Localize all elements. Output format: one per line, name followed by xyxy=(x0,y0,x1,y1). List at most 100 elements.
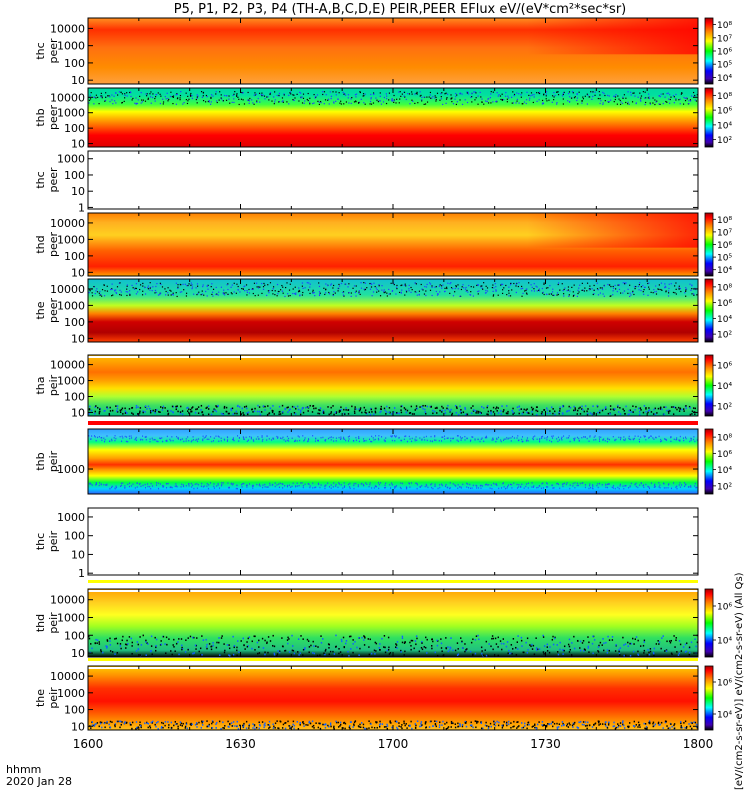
colorbar xyxy=(704,354,714,417)
panel-label: thd xyxy=(34,235,47,253)
colorbar-tick-label: 10⁴ xyxy=(717,637,732,647)
colorbar-tick-label: 10⁷ xyxy=(717,228,732,238)
panel-label: thb xyxy=(34,108,47,126)
y-tick-label: 1000 xyxy=(57,299,85,312)
panel-label: tha xyxy=(34,376,47,394)
panel-label: peir xyxy=(47,450,60,472)
y-tick-label: 10000 xyxy=(50,283,85,296)
y-tick-label: 100 xyxy=(64,122,85,135)
panel-label: peer xyxy=(47,167,60,193)
x-tick-label: 1700 xyxy=(378,737,409,751)
panel-3: 1 10 100 1000 thc peer xyxy=(34,150,699,214)
colorbar-tick-label: 10⁷ xyxy=(717,34,732,44)
panel-label: peir xyxy=(47,612,60,634)
panel-label: thc xyxy=(34,42,47,59)
y-tick-label: 1000 xyxy=(57,687,85,700)
panel-label: the xyxy=(34,301,47,319)
y-tick-label: 10 xyxy=(71,720,85,733)
y-tick-label: 1000 xyxy=(57,511,85,524)
panel-label: thd xyxy=(34,614,47,632)
colorbar-tick-label: 10⁸ xyxy=(717,21,732,31)
spectrogram-image xyxy=(88,279,698,342)
x-tick-label: 1600 xyxy=(73,737,104,751)
y-tick-label: 1000 xyxy=(57,611,85,624)
colorbar xyxy=(704,212,714,277)
panel-label: peer xyxy=(47,298,60,324)
y-tick-label: 100 xyxy=(64,704,85,717)
saturation-strip xyxy=(88,580,698,583)
colorbar-tick-label: 10⁴ xyxy=(717,266,732,276)
colorbar-tick-label: 10⁶ xyxy=(717,450,732,460)
colorbar-label: [eV/(cm2-s-sr-eV)] eV/(cm2-s-sr-eV) (All… xyxy=(734,572,745,790)
y-tick-label: 1 xyxy=(78,201,85,214)
spectrogram-image xyxy=(88,666,698,730)
y-tick-label: 100 xyxy=(64,57,85,70)
y-tick-label: 1000 xyxy=(57,233,85,246)
panel-label: peir xyxy=(47,374,60,396)
spectrogram-image xyxy=(88,589,698,657)
colorbar xyxy=(704,665,714,731)
panel-label: thb xyxy=(34,452,47,470)
y-tick-label: 10 xyxy=(71,138,85,151)
panel-frame xyxy=(87,507,699,576)
colorbar-tick-label: 10² xyxy=(717,402,732,412)
x-axis-label: hhmm xyxy=(6,763,41,776)
colorbar-tick-label: 10⁶ xyxy=(717,299,732,309)
colorbar xyxy=(704,17,714,85)
panel-label: the xyxy=(34,689,47,707)
y-tick-label: 10 xyxy=(71,266,85,279)
panel-8: 1 10 100 1000 thc peir xyxy=(34,507,699,580)
colorbar-tick-label: 10² xyxy=(717,482,732,492)
y-tick-label: 1000 xyxy=(57,153,85,166)
colorbar-tick-label: 10⁶ xyxy=(717,107,732,117)
y-tick-label: 1000 xyxy=(57,40,85,53)
panel-7: 10² 10⁴ 10⁶ 10⁸ 1000 thb peir xyxy=(34,421,732,495)
figure-title: P5, P1, P2, P3, P4 (TH-A,B,C,D,E) PEIR,P… xyxy=(174,2,627,17)
panel-label: peir xyxy=(47,530,60,552)
y-tick-label: 10000 xyxy=(50,359,85,372)
colorbar-tick-label: 10⁶ xyxy=(717,679,732,689)
panel-label: thc xyxy=(34,533,47,550)
y-tick-label: 1 xyxy=(78,567,85,580)
y-tick-label: 100 xyxy=(64,169,85,182)
y-tick-label: 10 xyxy=(71,548,85,561)
colorbar-tick-label: 10² xyxy=(717,331,732,341)
panel-label: peer xyxy=(47,105,60,131)
saturation-strip xyxy=(88,658,698,661)
y-tick-label: 1000 xyxy=(57,375,85,388)
colorbar-tick-label: 10⁵ xyxy=(717,61,732,71)
colorbar xyxy=(704,428,714,495)
saturation-strip xyxy=(88,421,698,425)
y-tick-label: 1000 xyxy=(57,107,85,120)
y-tick-label: 100 xyxy=(64,391,85,404)
colorbar-tick-label: 10⁴ xyxy=(717,466,732,476)
y-tick-label: 1000 xyxy=(57,463,85,476)
y-tick-label: 100 xyxy=(64,530,85,543)
y-tick-label: 10 xyxy=(71,332,85,345)
spectrogram-image xyxy=(88,429,698,494)
y-tick-label: 100 xyxy=(64,250,85,263)
colorbar-tick-label: 10⁸ xyxy=(717,92,732,102)
y-tick-label: 10000 xyxy=(50,217,85,230)
x-tick-label: 1730 xyxy=(530,737,561,751)
colorbar-tick-label: 10⁴ xyxy=(717,382,732,392)
colorbar-tick-label: 10⁶ xyxy=(717,362,732,372)
colorbar-tick-label: 10⁶ xyxy=(717,603,732,613)
colorbar-tick-label: 10⁸ xyxy=(717,283,732,293)
y-tick-label: 10000 xyxy=(50,594,85,607)
x-tick-label: 1800 xyxy=(683,737,714,751)
y-tick-label: 10 xyxy=(71,406,85,419)
y-tick-label: 10000 xyxy=(50,22,85,35)
colorbar-tick-label: 10⁸ xyxy=(717,434,732,444)
colorbar-tick-label: 10⁶ xyxy=(717,48,732,58)
spectrogram-image xyxy=(88,355,698,416)
date-label: 2020 Jan 28 xyxy=(6,775,72,788)
colorbar-tick-label: 10⁴ xyxy=(717,74,732,84)
colorbar xyxy=(704,278,714,343)
y-tick-label: 10 xyxy=(71,185,85,198)
